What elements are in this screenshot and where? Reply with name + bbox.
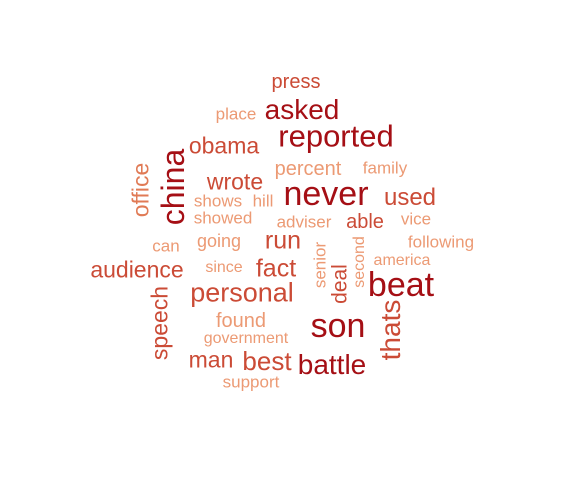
word: thats — [375, 299, 406, 361]
word: fact — [255, 254, 297, 283]
word: second — [351, 236, 368, 288]
word: best — [242, 346, 292, 376]
word: used — [383, 184, 437, 211]
word: since — [205, 259, 243, 276]
word: found — [215, 310, 267, 332]
word: hill — [252, 191, 274, 211]
word: place — [215, 104, 257, 124]
word: man — [188, 346, 234, 373]
word: speech — [146, 285, 173, 361]
word: never — [283, 175, 369, 213]
word: vice — [400, 209, 432, 229]
word: able — [346, 211, 384, 233]
word: can — [152, 236, 180, 256]
word: son — [310, 307, 366, 345]
word: deal — [328, 264, 352, 304]
word: family — [362, 158, 408, 178]
word: government — [203, 330, 289, 347]
word: shows — [193, 191, 243, 211]
word: asked — [264, 94, 340, 125]
word: going — [196, 231, 242, 251]
word: reported — [278, 118, 394, 154]
word: battle — [297, 349, 367, 380]
word: showed — [193, 208, 253, 228]
word: america — [373, 252, 431, 269]
word: percent — [274, 158, 342, 180]
word: office — [127, 162, 154, 218]
word: press — [271, 71, 321, 93]
word: beat — [367, 266, 435, 304]
word: personal — [190, 277, 294, 308]
word: audience — [90, 256, 184, 283]
word: wrote — [206, 168, 264, 195]
word: china — [155, 148, 191, 226]
word: support — [222, 372, 280, 392]
word: senior — [310, 241, 330, 289]
word: obama — [188, 132, 260, 159]
word: adviser — [276, 212, 332, 232]
word: run — [264, 226, 302, 255]
word: following — [407, 232, 475, 252]
